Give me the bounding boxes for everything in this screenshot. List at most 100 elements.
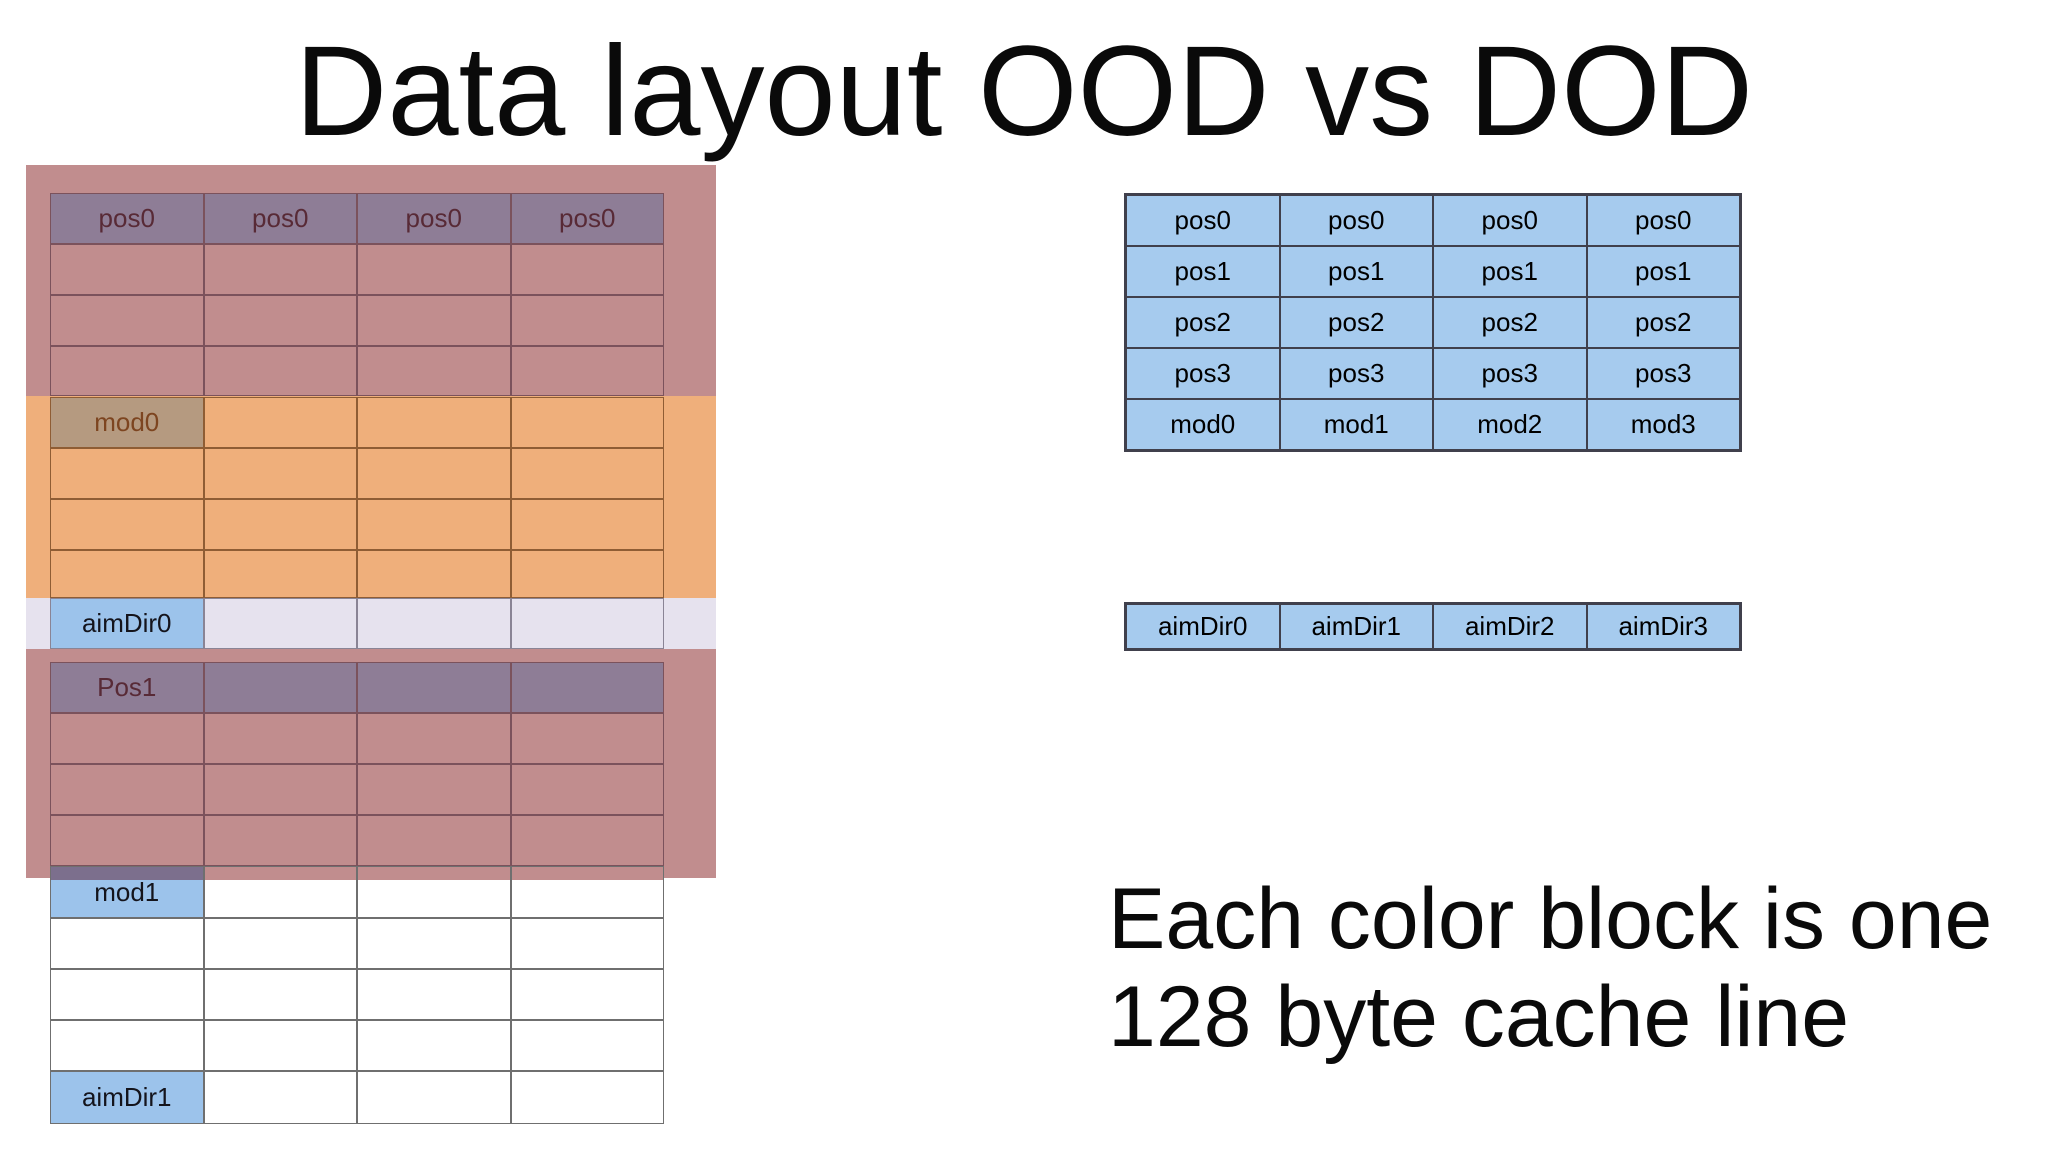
ood-cell-r4-c2 <box>357 397 511 448</box>
dod-cell-r4-c1: mod1 <box>1279 399 1433 450</box>
ood-cell-r2-c1 <box>203 295 357 346</box>
ood-row-4: mod0 <box>50 397 664 448</box>
ood-cell-r16-c2 <box>357 1020 511 1071</box>
ood-cell-r13-c0: mod1 <box>50 866 204 918</box>
ood-cell-r14-c1 <box>203 918 357 969</box>
dod-aimdir-cell-r0-c3: aimDir3 <box>1586 604 1740 649</box>
ood-cell-r5-c0 <box>50 448 204 499</box>
ood-cell-r7-c0 <box>50 550 204 598</box>
dod-cell-r4-c0: mod0 <box>1126 399 1280 450</box>
ood-row-6 <box>50 499 664 550</box>
ood-row-14 <box>50 918 664 969</box>
ood-row-8: aimDir0 <box>50 598 664 649</box>
caption-line-2: 128 byte cache line <box>1108 969 1850 1065</box>
ood-cell-r9-c2 <box>357 662 511 713</box>
ood-cell-r17-c0: aimDir1 <box>50 1071 204 1124</box>
slide-title: Data layout OOD vs DOD <box>294 20 1754 163</box>
ood-cell-r17-c1 <box>203 1071 357 1124</box>
dod-table: pos0 pos0 pos0 pos0 pos1 pos1 pos1 pos1 pos2 pos2… <box>1124 193 1742 452</box>
dod-cell-r0-c2: pos0 <box>1433 195 1587 246</box>
dod-cell-r0-c3: pos0 <box>1586 195 1740 246</box>
ood-cell-r9-c1 <box>203 662 357 713</box>
ood-cell-r9-c3 <box>510 662 664 713</box>
ood-row-10 <box>50 713 664 764</box>
dod-aimdir-cell-r0-c0: aimDir0 <box>1126 604 1280 649</box>
ood-cell-r10-c2 <box>357 713 511 764</box>
ood-cell-r2-c3 <box>510 295 664 346</box>
dod-cell-r3-c2: pos3 <box>1433 348 1587 399</box>
caption-text: Each color block is one 128 byte cache l… <box>1108 870 1992 1066</box>
ood-cell-r5-c3 <box>510 448 664 499</box>
ood-cell-r0-c0: pos0 <box>50 193 204 244</box>
ood-cell-r0-c3: pos0 <box>510 193 664 244</box>
dod-cell-r3-c3: pos3 <box>1586 348 1740 399</box>
ood-cell-r16-c1 <box>203 1020 357 1071</box>
dod-cell-r1-c1: pos1 <box>1279 246 1433 297</box>
ood-cell-r11-c0 <box>50 764 204 815</box>
ood-row-3 <box>50 346 664 396</box>
ood-cell-r10-c0 <box>50 713 204 764</box>
ood-cell-r5-c1 <box>203 448 357 499</box>
ood-cell-r8-c1 <box>203 598 357 649</box>
ood-row-7 <box>50 550 664 598</box>
ood-cell-r14-c0 <box>50 918 204 969</box>
dod-row-0: pos0 pos0 pos0 pos0 <box>1126 195 1740 246</box>
dod-cell-r0-c0: pos0 <box>1126 195 1280 246</box>
ood-cell-r9-c0: Pos1 <box>50 662 204 713</box>
dod-cell-r0-c1: pos0 <box>1279 195 1433 246</box>
ood-row-1 <box>50 244 664 295</box>
ood-cell-r14-c2 <box>357 918 511 969</box>
dod-cell-r4-c2: mod2 <box>1433 399 1587 450</box>
ood-row-13: mod1 <box>50 866 664 918</box>
ood-cell-r1-c0 <box>50 244 204 295</box>
ood-cell-r3-c2 <box>357 346 511 396</box>
caption-line-1: Each color block is one <box>1108 871 1993 967</box>
ood-row-2 <box>50 295 664 346</box>
dod-cell-r2-c3: pos2 <box>1586 297 1740 348</box>
ood-cell-r4-c3 <box>510 397 664 448</box>
dod-row-3: pos3 pos3 pos3 pos3 <box>1126 348 1740 399</box>
ood-cell-r17-c2 <box>357 1071 511 1124</box>
ood-row-16 <box>50 1020 664 1071</box>
ood-cell-r12-c0 <box>50 815 204 866</box>
ood-cell-r2-c0 <box>50 295 204 346</box>
ood-cell-r8-c2 <box>357 598 511 649</box>
dod-row-1: pos1 pos1 pos1 pos1 <box>1126 246 1740 297</box>
ood-cell-r7-c2 <box>357 550 511 598</box>
ood-cell-r14-c3 <box>510 918 664 969</box>
ood-row-17: aimDir1 <box>50 1071 664 1124</box>
dod-row-4: mod0 mod1 mod2 mod3 <box>1126 399 1740 450</box>
dod-row-2: pos2 pos2 pos2 pos2 <box>1126 297 1740 348</box>
dod-cell-r1-c3: pos1 <box>1586 246 1740 297</box>
ood-cell-r13-c2 <box>357 866 511 918</box>
ood-cell-r6-c1 <box>203 499 357 550</box>
dod-cell-r4-c3: mod3 <box>1586 399 1740 450</box>
ood-cell-r10-c3 <box>510 713 664 764</box>
ood-cell-r16-c0 <box>50 1020 204 1071</box>
ood-cell-r6-c3 <box>510 499 664 550</box>
ood-cell-r11-c2 <box>357 764 511 815</box>
dod-cell-r3-c1: pos3 <box>1279 348 1433 399</box>
ood-cell-r8-c0: aimDir0 <box>50 598 204 649</box>
dod-cell-r2-c0: pos2 <box>1126 297 1280 348</box>
dod-cell-r2-c2: pos2 <box>1433 297 1587 348</box>
ood-row-9: Pos1 <box>50 662 664 713</box>
ood-cell-r13-c1 <box>203 866 357 918</box>
ood-cell-r8-c3 <box>510 598 664 649</box>
ood-cell-r4-c1 <box>203 397 357 448</box>
ood-cell-r0-c2: pos0 <box>357 193 511 244</box>
ood-cell-r15-c0 <box>50 969 204 1020</box>
ood-cell-r6-c2 <box>357 499 511 550</box>
dod-aimdir-row-0: aimDir0 aimDir1 aimDir2 aimDir3 <box>1126 604 1740 649</box>
ood-cell-r7-c1 <box>203 550 357 598</box>
dod-aimdir-row: aimDir0 aimDir1 aimDir2 aimDir3 <box>1124 602 1742 651</box>
ood-cell-r7-c3 <box>510 550 664 598</box>
ood-cell-r3-c1 <box>203 346 357 396</box>
ood-cell-r1-c3 <box>510 244 664 295</box>
dod-aimdir-cell-r0-c2: aimDir2 <box>1433 604 1587 649</box>
ood-cell-r4-c0: mod0 <box>50 397 204 448</box>
ood-cell-r15-c1 <box>203 969 357 1020</box>
ood-row-11 <box>50 764 664 815</box>
ood-cell-r16-c3 <box>510 1020 664 1071</box>
